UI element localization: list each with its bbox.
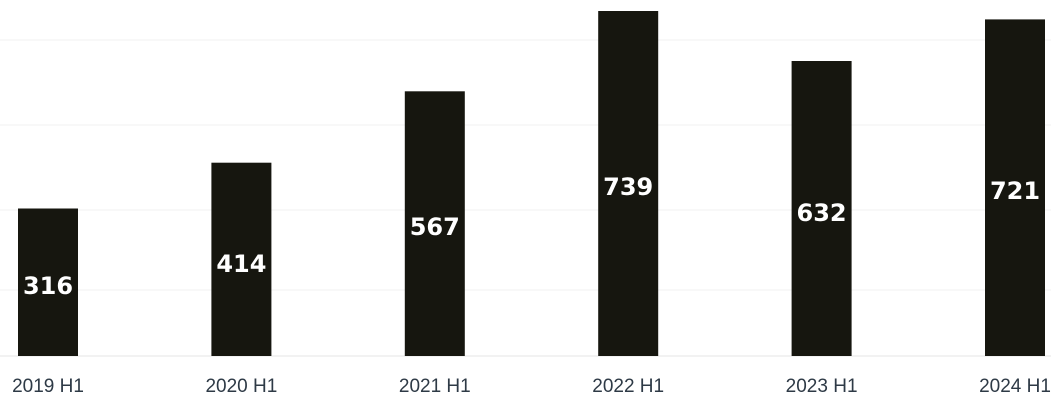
bar-2021-h1 [404,91,465,357]
data-label-2021-h1: 567 [410,213,460,241]
x-tick-label-2023-h1: 2023 H1 [786,376,858,397]
gridlines [0,39,1051,357]
data-label-2019-h1: 316 [23,272,73,300]
x-tick-label-2022-h1: 2022 H1 [592,376,664,397]
x-tick-label-2021-h1: 2021 H1 [399,376,471,397]
x-tick-label-2020-h1: 2020 H1 [205,376,277,397]
bar-2022-h1 [598,11,659,356]
bar-2020-h1 [211,162,272,356]
data-label-2023-h1: 632 [797,199,847,227]
bar-2019-h1 [18,208,78,356]
data-label-2024-h1: 721 [990,177,1040,205]
data-label-2020-h1: 414 [216,250,266,278]
bar-2023-h1 [791,61,852,356]
x-tick-label-2024-h1: 2024 H1 [979,376,1051,397]
x-axis-tick-labels: 2019 H1 2020 H1 2021 H1 2022 H1 2023 H1 2024 … [12,376,1051,397]
bars [18,11,1045,357]
data-label-2022-h1: 739 [603,173,653,201]
data-labels: 316 414 567 739 632 721 [23,173,1040,300]
x-tick-label-2019-h1: 2019 H1 [12,376,84,397]
bar-2024-h1 [985,19,1045,357]
